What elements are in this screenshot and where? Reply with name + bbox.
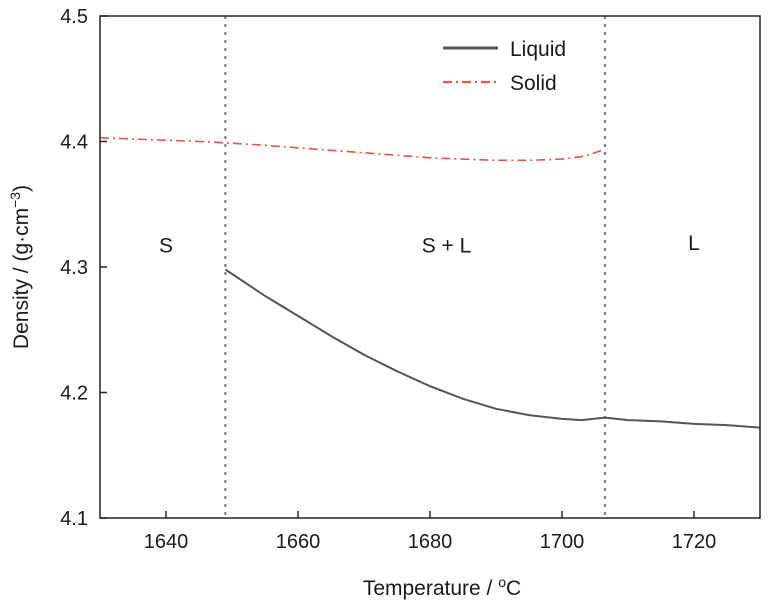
series-line-liquid (224, 268, 760, 429)
x-tick-label-1640: 1640 (144, 531, 189, 553)
region-label-1: S (159, 235, 173, 258)
x-tick-label-1720: 1720 (672, 531, 717, 553)
series-line-solid (100, 136, 606, 162)
plot-area: S S + L L (100, 16, 760, 518)
y-tick-label-4.1: 4.1 (60, 508, 88, 530)
legend-label-liquid: Liquid (510, 38, 566, 61)
plot-frame (99, 15, 761, 519)
x-axis-title: Temperature / oC (363, 574, 521, 600)
y-axis-title: Density / (g·cm−3) (7, 185, 33, 349)
x-tick-label-1680: 1680 (408, 531, 453, 553)
y-tick-label-4.5: 4.5 (60, 6, 88, 28)
axes: 1640 1660 1680 1700 1720 4.1 4.2 4.3 4.4 4.5 (60, 6, 761, 553)
y-tick-label-4.2: 4.2 (60, 383, 88, 405)
legend-label-solid: Solid (510, 72, 557, 95)
region-label-2: S + L (422, 235, 472, 258)
legend: Liquid Solid (443, 38, 566, 95)
region-label-3: L (688, 232, 700, 255)
y-tick-label-4.3: 4.3 (60, 257, 88, 279)
x-tick-label-1660: 1660 (276, 531, 321, 553)
x-tick-label-1700: 1700 (540, 531, 585, 553)
y-tick-label-4.4: 4.4 (60, 132, 88, 154)
